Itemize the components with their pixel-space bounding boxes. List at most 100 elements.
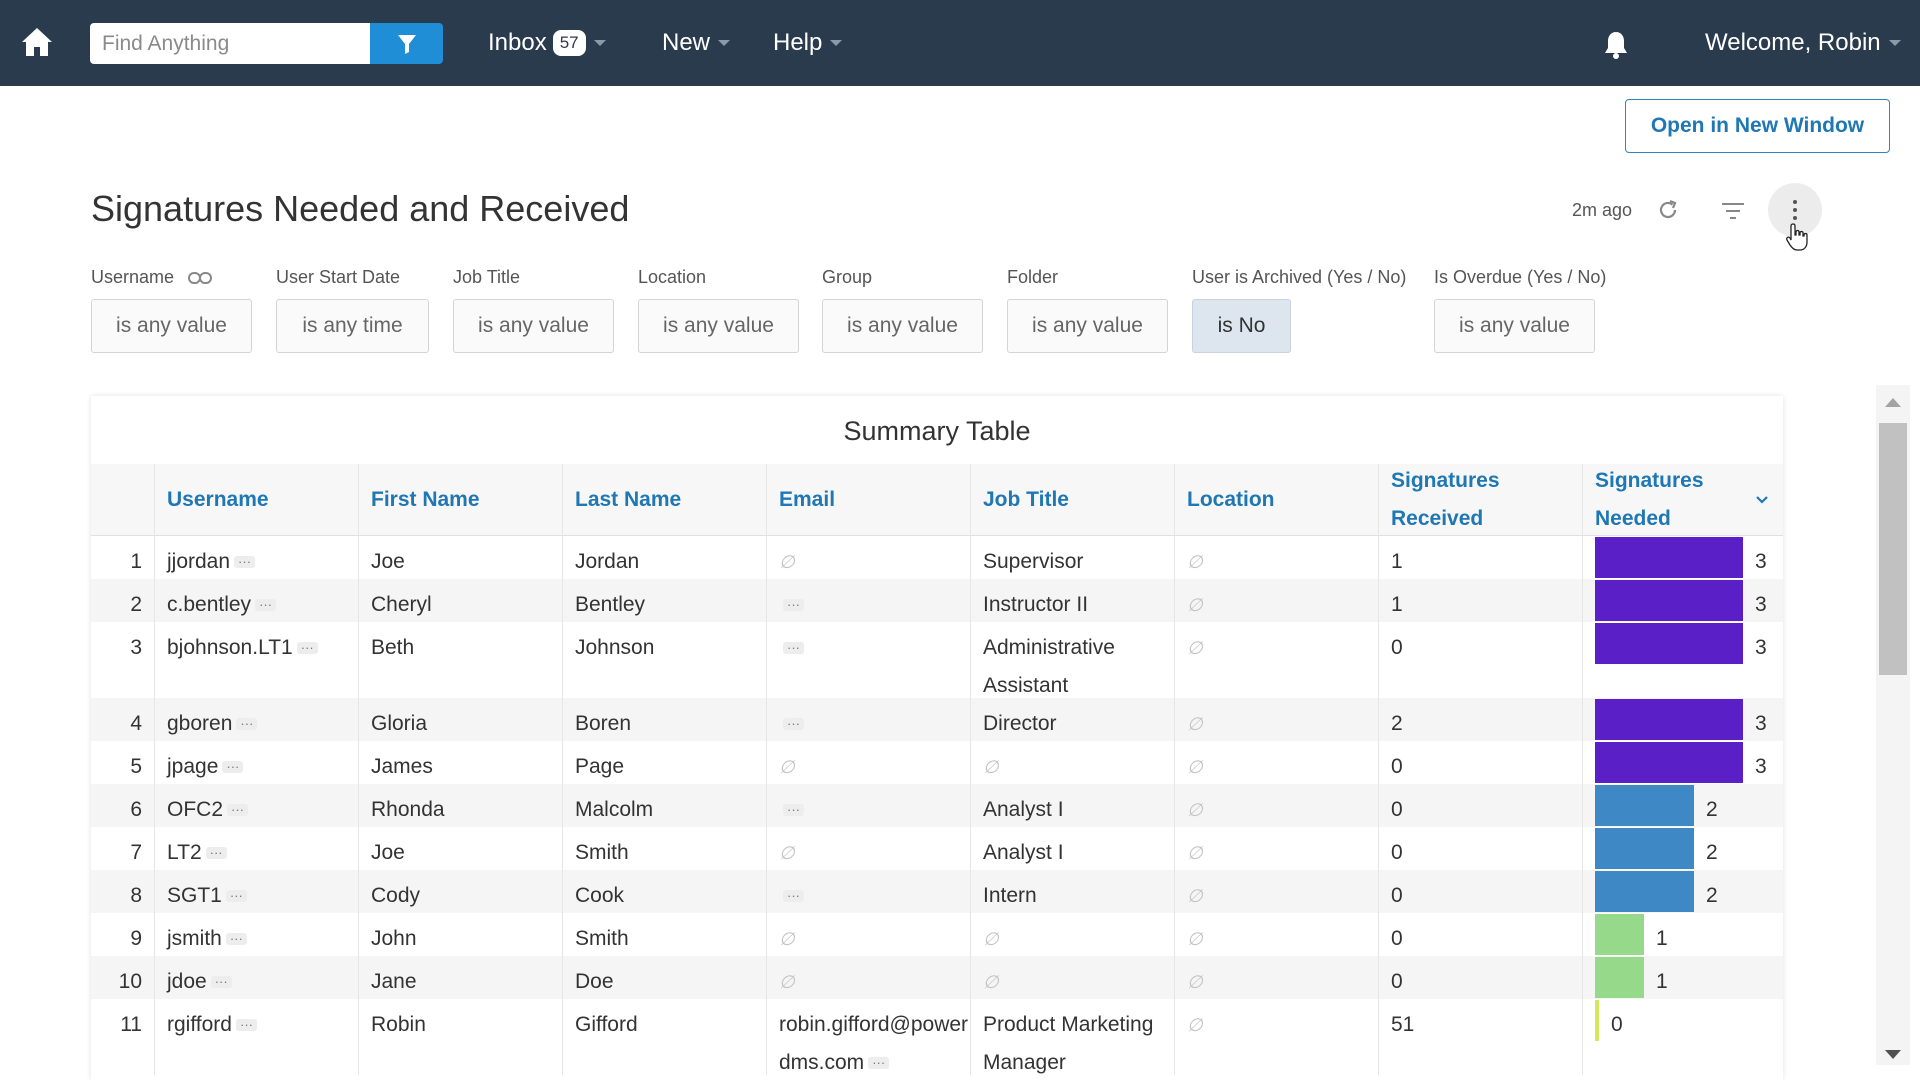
sort-descending-icon[interactable] — [1755, 493, 1769, 507]
filter-user-archived-button[interactable]: is No — [1192, 299, 1291, 353]
more-options-icon[interactable]: ··· — [868, 1056, 890, 1070]
user-menu[interactable]: Welcome, Robin — [1705, 29, 1901, 57]
filter-icon[interactable] — [1721, 201, 1745, 221]
column-header-last-name[interactable]: Last Name — [562, 464, 766, 536]
cell-signatures-needed: 0 — [1582, 999, 1783, 1075]
more-options-icon[interactable]: ··· — [255, 598, 277, 612]
more-options-icon[interactable]: ··· — [783, 641, 804, 655]
cell-username[interactable]: jsmith ··· — [154, 913, 358, 956]
signatures-needed-bar — [1595, 699, 1743, 740]
column-header-signatures-needed[interactable]: Signatures Needed — [1582, 464, 1783, 536]
table-row[interactable]: 5 jpage ··· James Page ∅ ∅ ∅ 0 3 — [91, 741, 1783, 784]
row-number-text: 11 — [120, 1013, 142, 1036]
cell-email: ··· — [766, 622, 970, 698]
column-header-first-name[interactable]: First Name — [358, 464, 562, 536]
cell-first-name-text: Robin — [371, 1013, 426, 1036]
cell-username[interactable]: jdoe ··· — [154, 956, 358, 999]
column-header-signatures-received[interactable]: Signatures Received — [1378, 464, 1582, 536]
cell-signatures-needed: 1 — [1582, 956, 1783, 999]
column-header-username[interactable]: Username — [154, 464, 358, 536]
table-row[interactable]: 8 SGT1 ··· Cody Cook ··· Intern ∅ 0 2 — [91, 870, 1783, 913]
filter-location-button[interactable]: is any value — [638, 299, 799, 353]
table-row[interactable]: 4 gboren ··· Gloria Boren ··· Director ∅ 2 3 — [91, 698, 1783, 741]
table-row[interactable]: 1 jjordan ··· Joe Jordan ∅ Supervisor ∅ 1 3 — [91, 536, 1783, 579]
scroll-up-arrow-icon[interactable] — [1885, 398, 1901, 407]
cell-signatures-needed: 3 — [1582, 698, 1783, 741]
null-value-icon: ∅ — [779, 757, 795, 777]
more-options-icon[interactable]: ··· — [205, 846, 227, 860]
filter-username-button[interactable]: is any value — [91, 299, 252, 353]
nav-new[interactable]: New — [662, 29, 731, 57]
more-options-icon[interactable]: ··· — [222, 760, 244, 774]
cell-first-name: Rhonda — [358, 784, 562, 827]
table-row[interactable]: 11 rgifford ··· Robin Gifford robin.gifford@p… — [91, 999, 1783, 1075]
cell-username[interactable]: bjohnson.LT1 ··· — [154, 622, 358, 698]
signatures-needed-bar — [1595, 871, 1694, 912]
bell-icon[interactable] — [1603, 30, 1629, 60]
table-row[interactable]: 10 jdoe ··· Jane Doe ∅ ∅ ∅ 0 1 — [91, 956, 1783, 999]
more-options-icon[interactable]: ··· — [783, 717, 804, 731]
search-input[interactable] — [90, 23, 370, 64]
table-row[interactable]: 7 LT2 ··· Joe Smith ∅ Analyst I ∅ 0 2 — [91, 827, 1783, 870]
row-number: 3 — [91, 622, 154, 698]
row-number: 10 — [91, 956, 154, 999]
null-value-icon: ∅ — [779, 843, 795, 863]
signatures-needed-bar — [1595, 785, 1694, 826]
signatures-needed-bar — [1595, 914, 1644, 955]
more-options-icon[interactable]: ··· — [783, 803, 804, 817]
filter-user-start-date-button[interactable]: is any time — [276, 299, 429, 353]
search-filter-button[interactable] — [370, 23, 443, 64]
more-options-icon[interactable]: ··· — [296, 641, 318, 655]
cell-username[interactable]: SGT1 ··· — [154, 870, 358, 913]
cell-email: ∅ — [766, 741, 970, 784]
cell-username[interactable]: c.bentley ··· — [154, 579, 358, 622]
home-icon[interactable] — [20, 26, 54, 58]
filter-folder-button[interactable]: is any value — [1007, 299, 1168, 353]
more-options-icon[interactable]: ··· — [227, 803, 249, 817]
more-options-icon[interactable]: ··· — [235, 1018, 257, 1032]
table-row[interactable]: 3 bjohnson.LT1 ··· Beth Johnson ··· Administra… — [91, 622, 1783, 698]
link-icon[interactable] — [188, 271, 213, 285]
more-options-icon[interactable]: ··· — [210, 975, 232, 989]
scrollbar-thumb[interactable] — [1879, 423, 1907, 675]
signatures-needed-bar — [1595, 623, 1743, 664]
column-header-location[interactable]: Location — [1174, 464, 1378, 536]
more-options-icon[interactable]: ··· — [236, 717, 258, 731]
filter-job-title-button[interactable]: is any value — [453, 299, 614, 353]
more-options-icon[interactable]: ··· — [234, 555, 256, 569]
cell-username[interactable]: jjordan ··· — [154, 536, 358, 579]
cell-signatures-received: 2 — [1378, 698, 1582, 741]
column-header-email[interactable]: Email — [766, 464, 970, 536]
table-row[interactable]: 2 c.bentley ··· Cheryl Bentley ··· Instructor … — [91, 579, 1783, 622]
open-in-new-window-button[interactable]: Open in New Window — [1625, 99, 1890, 153]
cell-last-name: Bentley — [562, 579, 766, 622]
cell-username-text: c.bentley — [167, 593, 252, 616]
row-number-header — [91, 464, 154, 536]
cell-signatures-received-text: 1 — [1391, 593, 1403, 616]
more-options-icon[interactable]: ··· — [225, 889, 247, 903]
cell-username[interactable]: gboren ··· — [154, 698, 358, 741]
table-row[interactable]: 9 jsmith ··· John Smith ∅ ∅ ∅ 0 1 — [91, 913, 1783, 956]
nav-help[interactable]: Help — [773, 29, 843, 57]
cell-username[interactable]: OFC2 ··· — [154, 784, 358, 827]
nav-inbox[interactable]: Inbox 57 — [488, 29, 606, 57]
scroll-down-arrow-icon[interactable] — [1885, 1050, 1901, 1059]
more-options-icon[interactable]: ··· — [783, 889, 804, 903]
row-number: 7 — [91, 827, 154, 870]
cell-last-name: Smith — [562, 913, 766, 956]
more-options-icon[interactable]: ··· — [783, 598, 804, 612]
filter-is-overdue-button[interactable]: is any value — [1434, 299, 1595, 353]
null-value-icon: ∅ — [779, 972, 795, 992]
nav-inbox-label: Inbox — [488, 29, 547, 56]
signatures-needed-value: 1 — [1656, 970, 1668, 993]
signatures-needed-value: 0 — [1611, 1013, 1623, 1036]
refresh-icon[interactable] — [1656, 198, 1680, 222]
cell-username[interactable]: LT2 ··· — [154, 827, 358, 870]
cell-username[interactable]: jpage ··· — [154, 741, 358, 784]
column-header-job-title[interactable]: Job Title — [970, 464, 1174, 536]
cell-first-name: Jane — [358, 956, 562, 999]
table-row[interactable]: 6 OFC2 ··· Rhonda Malcolm ··· Analyst I ∅ 0 2 — [91, 784, 1783, 827]
more-options-icon[interactable]: ··· — [225, 932, 247, 946]
filter-group-button[interactable]: is any value — [822, 299, 983, 353]
cell-username[interactable]: rgifford ··· — [154, 999, 358, 1075]
